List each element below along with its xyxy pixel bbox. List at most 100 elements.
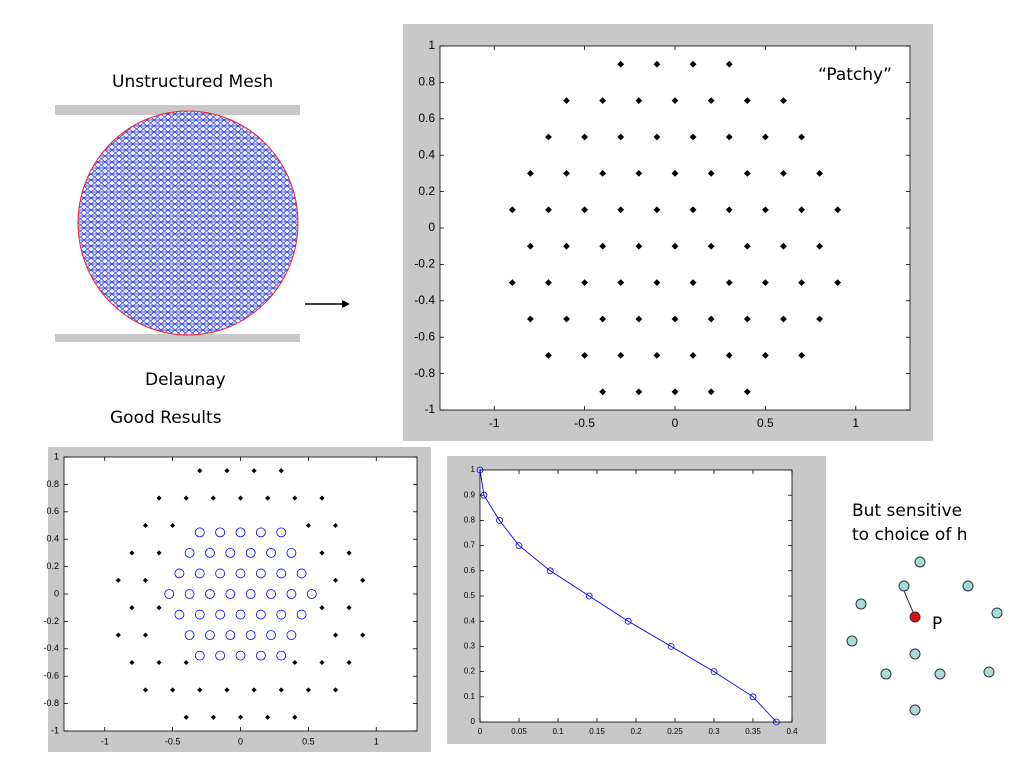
point [581, 133, 589, 141]
point [255, 609, 266, 620]
y-tick-label: 0.7 [464, 541, 476, 550]
point [255, 650, 266, 661]
point [174, 568, 185, 579]
point [671, 170, 679, 177]
point [476, 466, 484, 474]
point [276, 527, 287, 538]
point [296, 609, 307, 620]
y-tick-label: 0.4 [464, 616, 476, 625]
y-tick-label: -0.4 [43, 643, 59, 653]
point [346, 550, 352, 556]
point [743, 388, 751, 396]
x-tick-label: 0 [238, 736, 243, 746]
point [581, 279, 589, 286]
point [197, 468, 203, 474]
point [617, 133, 625, 141]
point [581, 352, 589, 359]
point [689, 206, 697, 214]
point [563, 97, 570, 104]
mesh-title: Unstructured Mesh [112, 72, 273, 92]
point [526, 242, 534, 250]
point [210, 495, 216, 501]
x-tick-label: 0.35 [745, 727, 761, 736]
point [773, 718, 780, 726]
point [780, 242, 787, 250]
chart: 0 0.05 0.1 0.15 0.2 0.25 0.3 0.35 0.4 0 0.1 0.2 0.3 0… [464, 465, 798, 736]
x-tick-label: 0.05 [511, 727, 527, 736]
x-tick-label: 0 [478, 727, 483, 736]
point [653, 133, 661, 141]
point [235, 568, 246, 579]
point [205, 548, 215, 558]
point [816, 242, 824, 250]
point [237, 495, 244, 501]
y-tick-label: 0.6 [418, 111, 435, 125]
point [725, 133, 733, 141]
point [360, 632, 366, 638]
y-tick-label: 0.1 [464, 692, 476, 701]
y-tick-label: 0.9 [464, 490, 476, 499]
x-tick-label: 0.3 [708, 727, 720, 736]
point [319, 495, 325, 501]
point [599, 170, 607, 177]
point [278, 468, 284, 474]
point [319, 605, 325, 611]
x-tick-label: 0.4 [786, 727, 798, 736]
point [306, 589, 317, 599]
y-tick-label: 0 [54, 588, 59, 598]
point [276, 568, 287, 579]
y-tick-label: 0.6 [464, 566, 476, 575]
point [635, 97, 643, 104]
plot-area [63, 456, 418, 732]
point [266, 630, 276, 640]
point [635, 170, 643, 177]
point [689, 60, 697, 68]
point [635, 388, 643, 396]
y-tick-label: 0 [428, 220, 435, 234]
point [194, 650, 205, 661]
point [599, 242, 607, 250]
x-tick-label: 0.5 [757, 416, 774, 430]
x-tick-label: -0.5 [574, 416, 595, 430]
point [286, 630, 297, 640]
point [235, 609, 246, 620]
neighbour-diagram [846, 556, 1003, 716]
point [780, 97, 787, 104]
plot-area [439, 45, 911, 411]
point [184, 548, 195, 558]
point [508, 206, 516, 214]
point [780, 170, 787, 177]
point [761, 133, 769, 141]
line [479, 469, 777, 723]
point [164, 589, 175, 599]
point [496, 517, 503, 524]
y-tick-label: 0.6 [46, 506, 59, 516]
point [266, 548, 276, 558]
point [194, 609, 205, 620]
y-tick-label: 0.2 [46, 561, 59, 571]
point [266, 589, 276, 599]
y-tick-label: 1 [428, 38, 435, 52]
point [743, 242, 751, 250]
point [332, 687, 339, 693]
point [194, 527, 205, 538]
point [545, 133, 552, 141]
y-tick-label: 0.8 [46, 479, 59, 489]
y-tick-label: 0.5 [464, 591, 476, 600]
point [798, 352, 805, 359]
x-tick-label: -0.5 [165, 736, 181, 746]
point [546, 567, 554, 575]
point [816, 315, 824, 323]
point [286, 548, 297, 558]
x-tick-label: 0.2 [630, 727, 642, 736]
x-tick-label: 1 [374, 736, 379, 746]
point [296, 568, 307, 579]
point [205, 630, 215, 640]
point [305, 687, 311, 693]
point [255, 568, 266, 579]
point [215, 527, 226, 538]
point [563, 242, 570, 250]
x-tick-label: -1 [101, 736, 109, 746]
y-tick-label: -0.8 [414, 366, 435, 380]
point [581, 206, 589, 214]
